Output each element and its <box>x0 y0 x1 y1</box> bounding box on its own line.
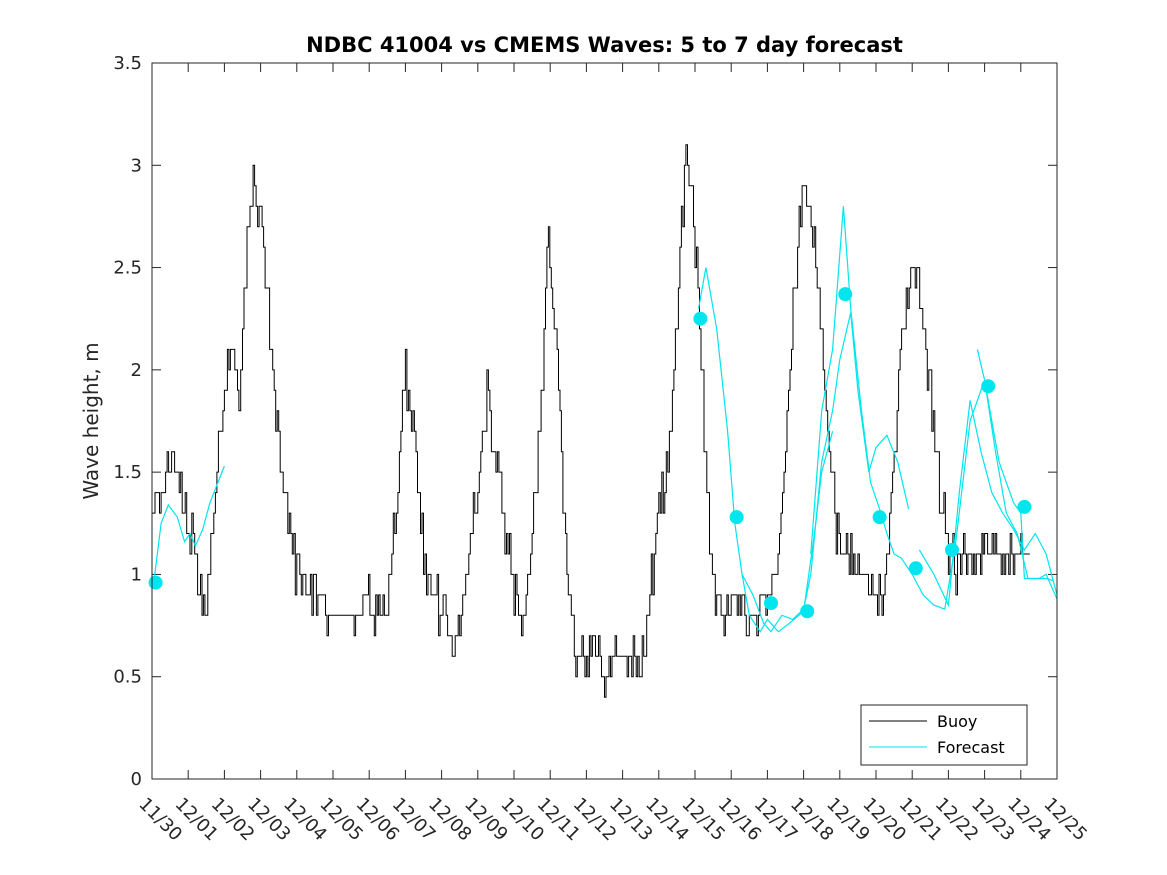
forecast-marker <box>693 311 708 326</box>
legend-buoy-label: Buoy <box>937 712 977 731</box>
y-tick-label: 2 <box>131 360 142 381</box>
forecast-marker <box>981 379 996 394</box>
chart-title: NDBC 41004 vs CMEMS Waves: 5 to 7 day fo… <box>306 33 903 57</box>
forecast-marker <box>945 542 960 557</box>
series-forecast-line-6 <box>976 349 1015 504</box>
plot-area <box>152 63 1057 779</box>
series-forecast-line-4 <box>810 206 1058 611</box>
y-tick-label: 3 <box>131 155 142 176</box>
series-forecast-line-5 <box>918 400 1058 608</box>
series-forecast-line-3 <box>741 312 910 633</box>
y-axis-label: Wave height, m <box>79 342 103 499</box>
y-tick-label: 2.5 <box>113 258 142 279</box>
legend-box <box>860 704 1028 766</box>
series-forecast-line-2 <box>698 267 834 633</box>
y-tick-label: 0 <box>131 769 142 790</box>
forecast-marker <box>908 561 923 576</box>
series-layer <box>148 144 1058 698</box>
y-tick-label: 3.5 <box>113 53 142 74</box>
forecast-marker <box>800 604 815 619</box>
forecast-marker <box>764 596 779 611</box>
forecast-marker <box>1017 499 1032 514</box>
legend: Buoy Forecast <box>860 704 1028 766</box>
forecast-marker <box>729 510 744 525</box>
forecast-marker <box>148 575 163 590</box>
axes-box <box>151 62 1058 780</box>
forecast-marker <box>872 510 887 525</box>
forecast-marker <box>838 287 853 302</box>
series-buoy-line <box>152 144 1030 698</box>
series-forecast-line-7 <box>1013 502 1054 582</box>
series-forecast-line-1 <box>153 465 225 583</box>
y-tick-label: 0.5 <box>113 667 142 688</box>
y-tick-label: 1.5 <box>113 462 142 483</box>
legend-forecast-label: Forecast <box>937 738 1005 757</box>
y-tick-label: 1 <box>131 564 142 585</box>
y-axis-ticks: 0 0.5 1 1.5 2 2.5 3 3.5 <box>113 53 1057 790</box>
